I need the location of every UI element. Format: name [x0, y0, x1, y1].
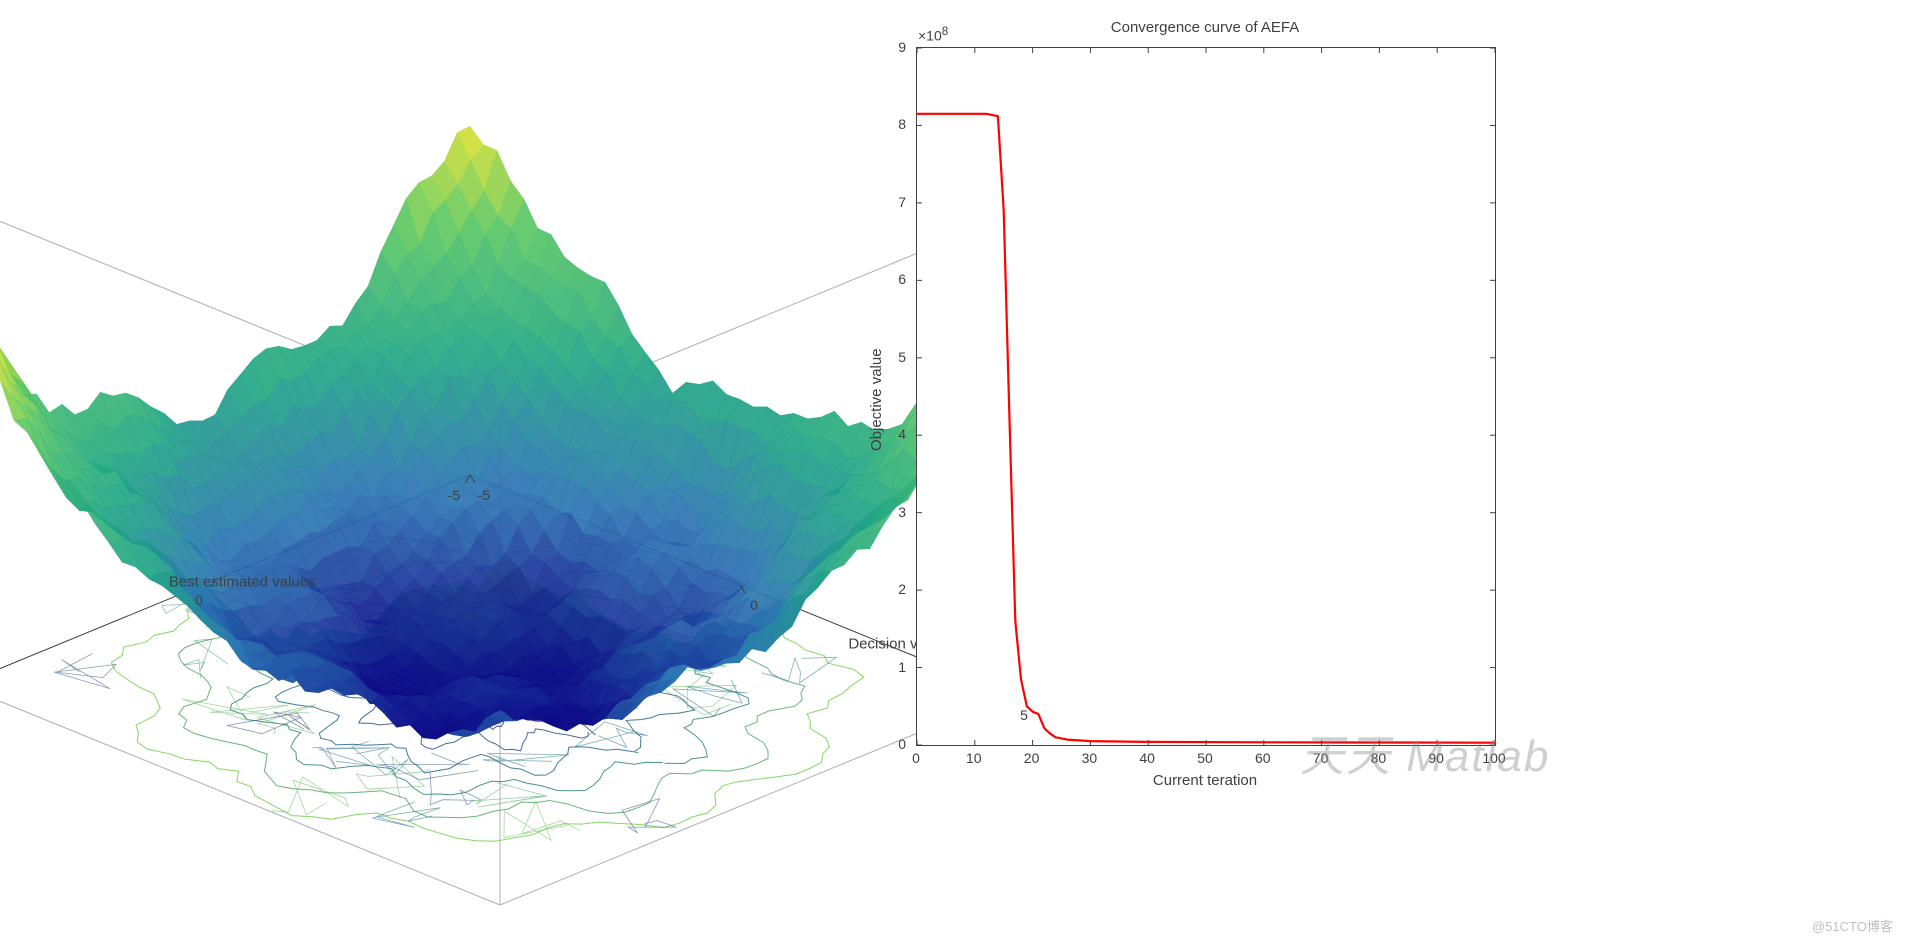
tick-label-3d: 0: [195, 592, 203, 608]
y-tick-label: 4: [898, 426, 906, 442]
y-tick-label: 9: [898, 39, 906, 55]
y-tick-label: 6: [898, 271, 906, 287]
convergence-panel: Convergence curve of AEFA ×108 Objective…: [0, 0, 1920, 937]
x-tick-label: 0: [912, 750, 920, 766]
tick-label-3d: 5: [1020, 707, 1028, 723]
x-tick-label: 30: [1082, 750, 1098, 766]
line-svg: [917, 48, 1495, 745]
x-tick-label: 40: [1139, 750, 1155, 766]
x-tick-label: 60: [1255, 750, 1271, 766]
x-tick-label: 20: [1024, 750, 1040, 766]
y-tick-label: 3: [898, 504, 906, 520]
convergence-line: [917, 114, 1495, 743]
y-tick-label: 1: [898, 659, 906, 675]
y-tick-label: 5: [898, 349, 906, 365]
chart-title: Convergence curve of AEFA: [1111, 19, 1299, 36]
y-axis-label: Objective value: [868, 348, 885, 451]
y-axis-exponent: ×108: [918, 25, 948, 44]
y-tick-label: 2: [898, 581, 906, 597]
axes-box: [916, 47, 1496, 746]
x-tick-label: 50: [1197, 750, 1213, 766]
y-tick-label: 8: [898, 116, 906, 132]
figure: Decision variables Best estimated values…: [0, 0, 1920, 937]
x-axis-label: Current teration: [1153, 772, 1257, 789]
tick-label-3d: 0: [750, 597, 758, 613]
watermark-credit: @51CTO博客: [1812, 916, 1893, 935]
tick-label-3d: -5: [448, 487, 460, 503]
y-tick-label: 0: [898, 736, 906, 752]
watermark-logo: 天天 Matlab: [1300, 720, 1550, 784]
tick-label-3d: -5: [478, 487, 490, 503]
x-tick-label: 10: [966, 750, 982, 766]
y-tick-label: 7: [898, 194, 906, 210]
